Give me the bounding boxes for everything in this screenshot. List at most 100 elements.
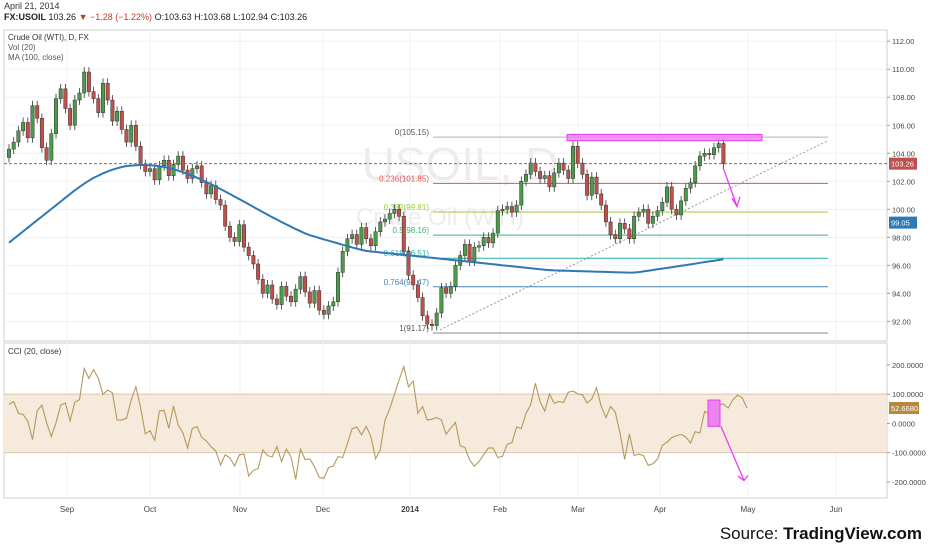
candle <box>298 276 303 290</box>
candle <box>72 99 77 126</box>
candle <box>528 162 533 175</box>
candle <box>49 133 54 161</box>
candle <box>11 141 16 150</box>
candle <box>453 265 458 287</box>
y-tick-label: 104.00 <box>892 149 915 158</box>
candle <box>101 82 105 113</box>
candle <box>575 146 580 164</box>
candle <box>251 255 256 265</box>
chart-title: Crude Oil (WTI), D, FX <box>8 33 90 42</box>
candle <box>204 182 209 195</box>
candle <box>190 168 195 179</box>
indicator-vol: Vol (20) <box>8 43 36 52</box>
candle <box>58 88 63 99</box>
source-name[interactable]: TradingView.com <box>783 524 922 543</box>
fib-level-label: 0.382(99.81) <box>384 203 430 212</box>
candle <box>571 146 575 179</box>
last-price-tag-label: 103.26 <box>891 160 914 169</box>
candle <box>289 295 293 303</box>
candle <box>599 193 604 206</box>
candle <box>434 312 439 326</box>
candle <box>387 213 392 220</box>
candle <box>425 315 430 325</box>
candle <box>613 234 618 239</box>
candle <box>138 146 143 165</box>
ma-value-tag <box>889 216 917 229</box>
candle <box>556 162 561 174</box>
candle <box>195 165 199 169</box>
candle <box>491 232 496 244</box>
candle <box>646 209 651 224</box>
candle <box>500 209 505 211</box>
candle <box>608 221 613 235</box>
candle <box>477 245 481 248</box>
candle <box>632 216 637 239</box>
candle <box>63 88 68 109</box>
y-tick-label: 98.00 <box>892 233 911 242</box>
x-tick-label: Oct <box>144 505 157 514</box>
cci-projection-arrow <box>720 426 745 481</box>
candle <box>129 125 134 143</box>
candle <box>317 290 322 311</box>
candle <box>594 176 599 195</box>
candle <box>679 200 684 216</box>
candle <box>693 165 698 183</box>
y-tick-label: 106.00 <box>892 121 915 130</box>
candle <box>378 221 383 232</box>
last-price-text: 103.26 <box>48 12 77 22</box>
candle <box>509 206 514 213</box>
candle <box>368 238 373 246</box>
candle <box>430 323 434 326</box>
candle <box>227 225 232 238</box>
candle <box>688 182 693 189</box>
candle <box>270 284 275 300</box>
fib-level-label: 0(105.15) <box>395 128 430 137</box>
x-tick-label: Mar <box>571 505 585 514</box>
candle <box>683 188 688 202</box>
candle <box>260 279 265 294</box>
candle <box>406 251 411 276</box>
candle <box>589 176 594 196</box>
candle <box>462 244 467 256</box>
candle <box>340 251 345 273</box>
candle <box>86 71 91 92</box>
candle <box>265 284 270 294</box>
cci-highlight-box <box>707 399 721 427</box>
candle <box>180 155 185 171</box>
candle <box>481 237 486 246</box>
indicator-ma: MA (100, close) <box>8 53 64 62</box>
x-tick-label: May <box>740 505 755 514</box>
candle <box>162 160 167 167</box>
candle <box>707 153 712 155</box>
last-price-tag <box>889 157 917 170</box>
candle <box>538 171 543 179</box>
y-tick-label: 108.00 <box>892 93 915 102</box>
projection-arrow <box>722 167 738 207</box>
candle <box>242 224 246 248</box>
cci-y-tick-label: -100.0000 <box>892 449 926 458</box>
candle <box>712 147 716 155</box>
candle <box>514 204 519 213</box>
candle <box>495 210 500 234</box>
candle <box>373 231 378 246</box>
symbol-label[interactable]: FX:USOIL <box>4 12 46 22</box>
candle <box>486 237 491 244</box>
source-prefix: Source: <box>719 524 784 543</box>
candle <box>697 155 702 167</box>
candle <box>307 291 312 304</box>
candle <box>665 186 669 203</box>
x-tick-label: Apr <box>654 505 667 514</box>
x-tick-label: Dec <box>316 505 330 514</box>
candle <box>618 223 622 239</box>
candle <box>547 175 552 188</box>
candle <box>16 130 21 143</box>
y-tick-label: 100.00 <box>892 205 915 214</box>
candle <box>519 181 524 206</box>
candle <box>284 286 289 297</box>
candle <box>279 286 284 305</box>
candle <box>336 272 340 303</box>
candle <box>25 122 30 139</box>
candle <box>505 206 510 210</box>
candle <box>110 99 115 122</box>
